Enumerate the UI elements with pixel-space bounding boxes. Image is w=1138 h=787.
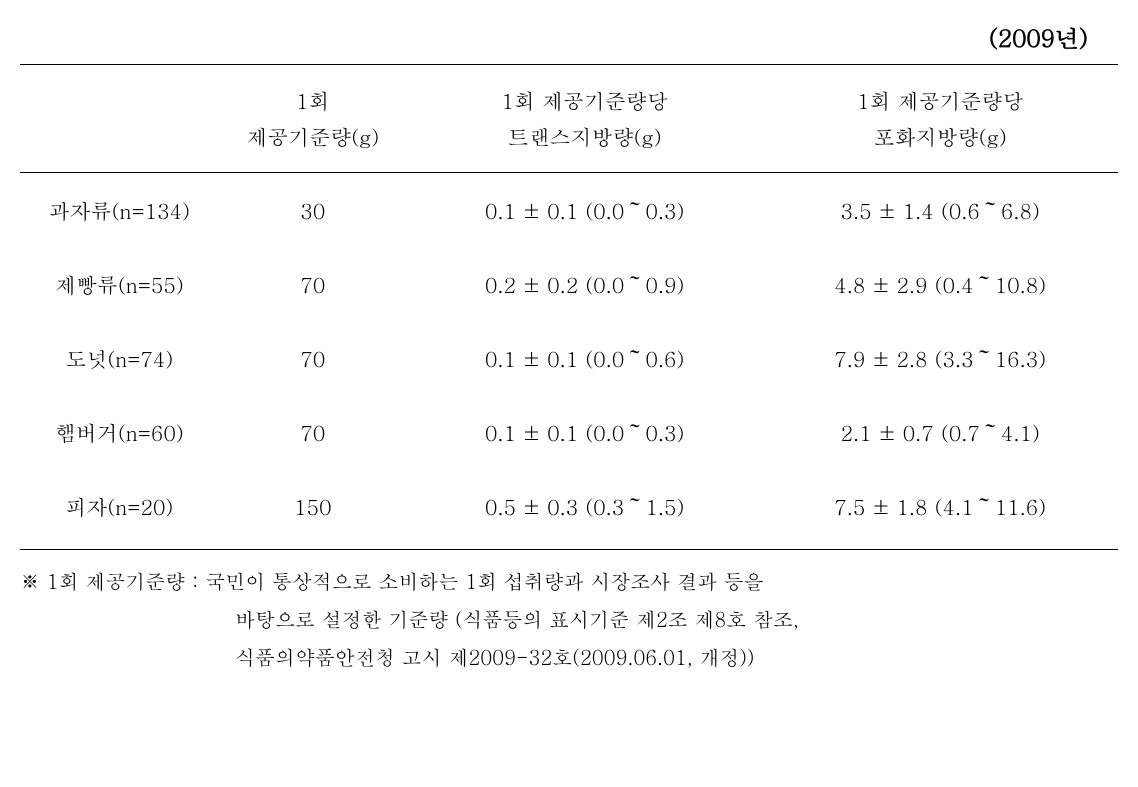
cell-sat: 2.1 ± 0.7 (0.7～4.1) — [762, 395, 1118, 469]
cell-category: 제빵류(n=55) — [20, 247, 219, 321]
footnote-line2: 바탕으로 설정한 기준량 (식품등의 표시기준 제2조 제8호 참조, — [20, 600, 1118, 638]
cell-serving: 70 — [219, 247, 407, 321]
cell-sat: 7.9 ± 2.8 (3.3～16.3) — [762, 321, 1118, 395]
header-sat-line1: 1회 제공기준량당 — [770, 83, 1110, 119]
cell-sat: 3.5 ± 1.4 (0.6～6.8) — [762, 173, 1118, 248]
header-serving: 1회 제공기준량(g) — [219, 65, 407, 173]
year-label: (2009년) — [20, 20, 1118, 54]
table-header-row: 1회 제공기준량(g) 1회 제공기준량당 트랜스지방량(g) 1회 제공기준량… — [20, 65, 1118, 173]
footnote-line1: ※ 1회 제공기준량 : 국민이 통상적으로 소비하는 1회 섭취량과 시장조사… — [20, 562, 1118, 600]
cell-sat: 7.5 ± 1.8 (4.1～11.6) — [762, 469, 1118, 550]
header-category — [20, 65, 219, 173]
header-trans: 1회 제공기준량당 트랜스지방량(g) — [407, 65, 763, 173]
table-row: 과자류(n=134) 30 0.1 ± 0.1 (0.0～0.3) 3.5 ± … — [20, 173, 1118, 248]
cell-trans: 0.1 ± 0.1 (0.0～0.3) — [407, 173, 763, 248]
footnote-line3: 식품의약품안전청 고시 제2009-32호(2009.06.01, 개정)) — [20, 638, 1118, 676]
cell-category: 피자(n=20) — [20, 469, 219, 550]
cell-category: 도넛(n=74) — [20, 321, 219, 395]
cell-trans: 0.1 ± 0.1 (0.0～0.3) — [407, 395, 763, 469]
cell-category: 과자류(n=134) — [20, 173, 219, 248]
table-row: 제빵류(n=55) 70 0.2 ± 0.2 (0.0～0.9) 4.8 ± 2… — [20, 247, 1118, 321]
header-serving-line1: 1회 — [227, 83, 399, 119]
cell-serving: 30 — [219, 173, 407, 248]
cell-trans: 0.2 ± 0.2 (0.0～0.9) — [407, 247, 763, 321]
table-row: 도넛(n=74) 70 0.1 ± 0.1 (0.0～0.6) 7.9 ± 2.… — [20, 321, 1118, 395]
cell-trans: 0.1 ± 0.1 (0.0～0.6) — [407, 321, 763, 395]
cell-serving: 70 — [219, 321, 407, 395]
cell-serving: 150 — [219, 469, 407, 550]
nutrition-table: 1회 제공기준량(g) 1회 제공기준량당 트랜스지방량(g) 1회 제공기준량… — [20, 64, 1118, 550]
cell-category: 햄버거(n=60) — [20, 395, 219, 469]
cell-serving: 70 — [219, 395, 407, 469]
table-row: 피자(n=20) 150 0.5 ± 0.3 (0.3～1.5) 7.5 ± 1… — [20, 469, 1118, 550]
header-trans-line1: 1회 제공기준량당 — [415, 83, 755, 119]
header-sat-line2: 포화지방량(g) — [770, 119, 1110, 155]
cell-trans: 0.5 ± 0.3 (0.3～1.5) — [407, 469, 763, 550]
footnote: ※ 1회 제공기준량 : 국민이 통상적으로 소비하는 1회 섭취량과 시장조사… — [20, 562, 1118, 676]
header-sat: 1회 제공기준량당 포화지방량(g) — [762, 65, 1118, 173]
table-row: 햄버거(n=60) 70 0.1 ± 0.1 (0.0～0.3) 2.1 ± 0… — [20, 395, 1118, 469]
header-trans-line2: 트랜스지방량(g) — [415, 119, 755, 155]
cell-sat: 4.8 ± 2.9 (0.4～10.8) — [762, 247, 1118, 321]
header-serving-line2: 제공기준량(g) — [227, 119, 399, 155]
